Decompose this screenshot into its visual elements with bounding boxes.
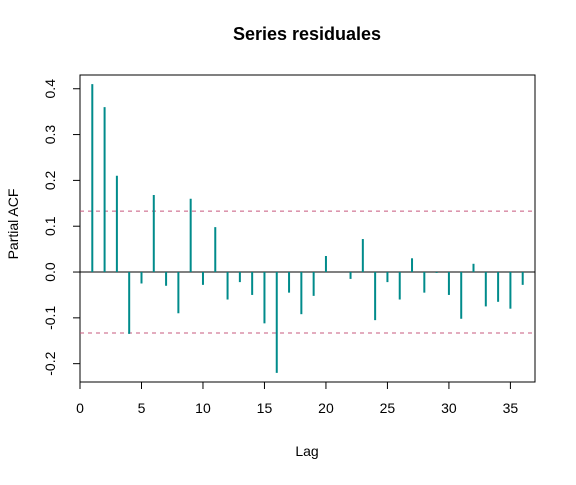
y-tick-label: -0.1 bbox=[42, 306, 58, 330]
y-tick-label: 0.1 bbox=[42, 216, 58, 236]
x-tick-label: 25 bbox=[380, 400, 396, 416]
x-tick-label: 35 bbox=[503, 400, 519, 416]
y-tick-label: -0.2 bbox=[42, 351, 58, 375]
x-tick-label: 5 bbox=[138, 400, 146, 416]
y-tick-label: 0.4 bbox=[42, 79, 58, 99]
y-tick-label: 0.0 bbox=[42, 262, 58, 282]
plot-layer: 0 5 10 15 20 25 30 35 -0.2 -0.1 0.0 0.1 0.2 0.3 0.4 bbox=[42, 74, 536, 416]
x-tick-label: 20 bbox=[318, 400, 334, 416]
x-tick-label: 15 bbox=[257, 400, 273, 416]
x-tick-label: 30 bbox=[441, 400, 457, 416]
x-tick-label: 0 bbox=[76, 400, 84, 416]
x-tick-label: 10 bbox=[195, 400, 211, 416]
x-axis-label: Lag bbox=[295, 443, 318, 459]
y-axis-label: Partial ACF bbox=[5, 189, 21, 260]
y-tick-label: 0.2 bbox=[42, 170, 58, 190]
chart-title: Series residuales bbox=[233, 24, 381, 44]
y-tick-label: 0.3 bbox=[42, 125, 58, 145]
plot-frame bbox=[79, 74, 536, 383]
